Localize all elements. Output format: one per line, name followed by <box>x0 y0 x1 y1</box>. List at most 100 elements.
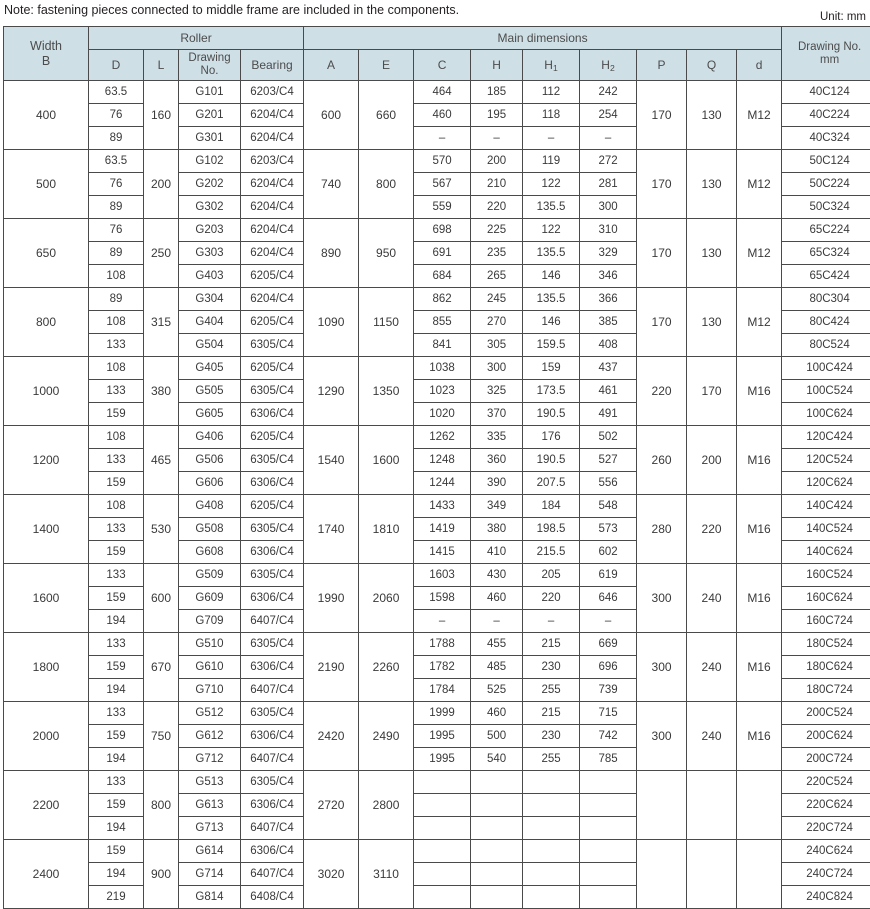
cell-dim-c <box>414 794 471 817</box>
cell-dim-e: 2490 <box>359 702 414 771</box>
cell-roller-bearing: 6203/C4 <box>241 81 304 104</box>
cell-width-b: 1000 <box>4 357 89 426</box>
cell-dim-c: – <box>414 610 471 633</box>
cell-dim-a: 1090 <box>304 288 359 357</box>
cell-roller-l: 800 <box>144 771 179 840</box>
cell-dim-h2: – <box>580 610 637 633</box>
header-drawing-no-mm: Drawing No. mm <box>782 27 870 81</box>
cell-roller-bearing: 6203/C4 <box>241 150 304 173</box>
cell-width-b: 650 <box>4 219 89 288</box>
cell-roller-bearing: 6306/C4 <box>241 794 304 817</box>
cell-drawing-no: 200C524 <box>782 702 870 725</box>
cell-roller-drawing-no: G608 <box>179 541 241 564</box>
cell-roller-drawing-no: G403 <box>179 265 241 288</box>
cell-dim-h2: 346 <box>580 265 637 288</box>
cell-dim-h1: 255 <box>523 679 580 702</box>
cell-dim-h: 460 <box>471 587 523 610</box>
cell-dim-a: 600 <box>304 81 359 150</box>
cell-dim-h2: 385 <box>580 311 637 334</box>
cell-width-b: 2400 <box>4 840 89 909</box>
cell-dim-h2 <box>580 863 637 886</box>
cell-roller-l: 160 <box>144 81 179 150</box>
cell-roller-d: 219 <box>89 886 144 909</box>
header-col-a: A <box>304 50 359 81</box>
cell-dim-c: 1415 <box>414 541 471 564</box>
cell-roller-drawing-no: G512 <box>179 702 241 725</box>
cell-roller-bearing: 6407/C4 <box>241 817 304 840</box>
header-col-h1: H1 <box>523 50 580 81</box>
cell-dim-p: 280 <box>637 495 687 564</box>
cell-dim-c: 1784 <box>414 679 471 702</box>
cell-dim-h2: 696 <box>580 656 637 679</box>
cell-dim-h2 <box>580 886 637 909</box>
cell-drawing-no: 120C624 <box>782 472 870 495</box>
cell-roller-drawing-no: G610 <box>179 656 241 679</box>
cell-dim-h: 300 <box>471 357 523 380</box>
cell-roller-d: 159 <box>89 472 144 495</box>
note-strip: Note: fastening pieces connected to midd… <box>3 0 867 26</box>
cell-dim-p: 170 <box>637 150 687 219</box>
cell-drawing-no: 100C524 <box>782 380 870 403</box>
cell-roller-d: 133 <box>89 633 144 656</box>
cell-drawing-no: 80C304 <box>782 288 870 311</box>
cell-roller-drawing-no: G201 <box>179 104 241 127</box>
cell-dim-h1: 122 <box>523 173 580 196</box>
cell-roller-drawing-no: G301 <box>179 127 241 150</box>
cell-dim-d: M16 <box>737 702 782 771</box>
cell-roller-drawing-no: G102 <box>179 150 241 173</box>
cell-dim-p: 300 <box>637 564 687 633</box>
cell-width-b: 2200 <box>4 771 89 840</box>
cell-dim-c: 841 <box>414 334 471 357</box>
cell-roller-drawing-no: G710 <box>179 679 241 702</box>
cell-roller-l: 670 <box>144 633 179 702</box>
spec-sheet: Note: fastening pieces connected to midd… <box>0 0 870 848</box>
cell-dim-h: 325 <box>471 380 523 403</box>
cell-roller-d: 194 <box>89 748 144 771</box>
cell-dim-h: – <box>471 610 523 633</box>
cell-roller-bearing: 6407/C4 <box>241 610 304 633</box>
cell-dim-c: 1999 <box>414 702 471 725</box>
cell-roller-d: 76 <box>89 219 144 242</box>
cell-dim-h: 220 <box>471 196 523 219</box>
cell-roller-l: 380 <box>144 357 179 426</box>
cell-dim-h2: 281 <box>580 173 637 196</box>
cell-roller-d: 194 <box>89 610 144 633</box>
cell-roller-drawing-no: G510 <box>179 633 241 656</box>
cell-drawing-no: 240C824 <box>782 886 870 909</box>
cell-dim-h: 265 <box>471 265 523 288</box>
cell-dim-h1: 220 <box>523 587 580 610</box>
cell-roller-drawing-no: G712 <box>179 748 241 771</box>
cell-dim-q <box>687 771 737 840</box>
cell-dim-e: 1350 <box>359 357 414 426</box>
cell-drawing-no: 220C524 <box>782 771 870 794</box>
cell-dim-d: M16 <box>737 564 782 633</box>
header-col-d: D <box>89 50 144 81</box>
cell-dim-c: 855 <box>414 311 471 334</box>
cell-dim-h1 <box>523 817 580 840</box>
cell-dim-h1: 118 <box>523 104 580 127</box>
cell-drawing-no: 160C524 <box>782 564 870 587</box>
cell-dim-h: 360 <box>471 449 523 472</box>
header-col-h2-sub: 2 <box>610 63 615 73</box>
cell-dim-d: M12 <box>737 150 782 219</box>
cell-dim-h2 <box>580 840 637 863</box>
cell-roller-drawing-no: G509 <box>179 564 241 587</box>
cell-dim-h: 200 <box>471 150 523 173</box>
cell-roller-d: 63.5 <box>89 150 144 173</box>
cell-dim-h: 370 <box>471 403 523 426</box>
cell-roller-d: 108 <box>89 426 144 449</box>
cell-dim-e: 800 <box>359 150 414 219</box>
cell-dim-h1 <box>523 794 580 817</box>
cell-dim-h1: 205 <box>523 564 580 587</box>
cell-roller-d: 159 <box>89 541 144 564</box>
cell-dim-h: 195 <box>471 104 523 127</box>
cell-roller-drawing-no: G505 <box>179 380 241 403</box>
cell-drawing-no: 140C424 <box>782 495 870 518</box>
cell-roller-l: 200 <box>144 150 179 219</box>
cell-dim-h2: 602 <box>580 541 637 564</box>
cell-roller-d: 159 <box>89 794 144 817</box>
